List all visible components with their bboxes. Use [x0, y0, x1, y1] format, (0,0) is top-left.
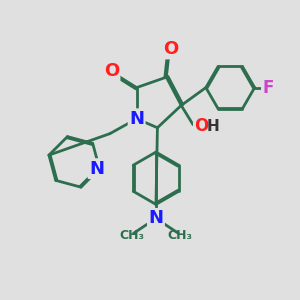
Text: CH₃: CH₃ — [167, 229, 192, 242]
Text: O: O — [104, 62, 119, 80]
Text: N: N — [129, 110, 144, 128]
Text: N: N — [148, 209, 164, 227]
Text: N: N — [89, 160, 104, 178]
Text: CH₃: CH₃ — [120, 229, 145, 242]
Text: O: O — [163, 40, 178, 58]
Text: O: O — [194, 117, 208, 135]
Text: F: F — [262, 79, 274, 97]
Text: H: H — [207, 119, 220, 134]
